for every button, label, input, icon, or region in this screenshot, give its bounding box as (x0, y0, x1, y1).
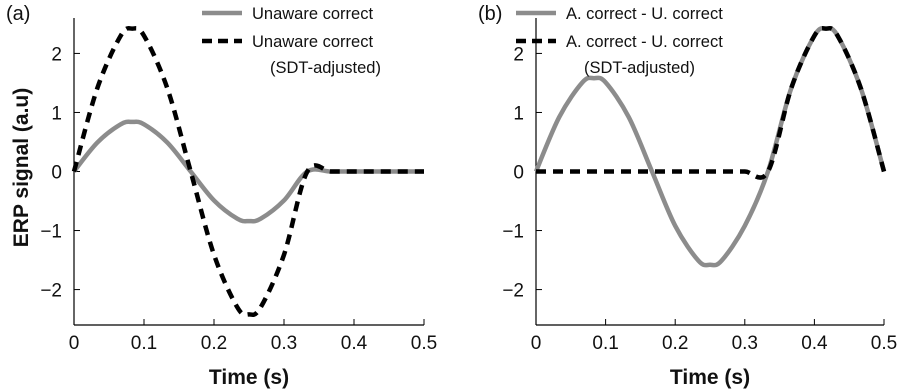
y-tick-label: 1 (513, 103, 524, 124)
legend-label: A. correct - U. correct (566, 5, 723, 23)
legend-label: A. correct - U. correct (566, 33, 723, 51)
x-tick-label: 0.1 (592, 333, 618, 354)
y-axis-title: ERP signal (a.u) (10, 88, 33, 247)
y-tick-label: 2 (51, 44, 62, 65)
legend: A. correct - U. correct A. correct - U. c… (516, 5, 723, 77)
y-tick-label: 0 (51, 163, 62, 184)
panel-label: (a) (6, 3, 30, 25)
y-tick-label: −1 (40, 222, 62, 243)
x-tick-label: 0 (69, 333, 80, 354)
x-tick-label: 0.4 (801, 333, 828, 354)
y-tick-label: 2 (513, 44, 524, 65)
panel-b: 0 0.1 0.2 0.3 0.4 0.5 −2 −1 0 1 2 Time (s) (b) A. cor… (478, 3, 897, 389)
x-axis-title: Time (s) (670, 366, 750, 389)
legend-label: Unaware correct (252, 5, 373, 23)
legend-label: (SDT-adjusted) (270, 59, 381, 77)
x-tick-label: 0.1 (131, 333, 157, 354)
legend: Unaware correct Unaware correct (SDT-adjus… (202, 5, 381, 77)
panel-a: 0 0.1 0.2 0.3 0.4 0.5 −2 −1 0 1 2 Time (s) ERP signa… (6, 3, 437, 389)
legend-label: (SDT-adjusted) (584, 59, 695, 77)
y-tick-label: −2 (40, 281, 62, 302)
x-tick-label: 0 (531, 333, 542, 354)
x-axis-title: Time (s) (209, 366, 289, 389)
series-line-dashed (536, 26, 887, 180)
x-tick-label: 0.2 (662, 333, 688, 354)
panel-label: (b) (478, 3, 502, 25)
x-tick-label: 0.5 (871, 333, 897, 354)
series-line-dashed (71, 26, 424, 317)
x-tick-label: 0.4 (341, 333, 368, 354)
legend-label: Unaware correct (252, 33, 373, 51)
y-tick-label: 0 (513, 163, 524, 184)
x-tick-label: 0.2 (201, 333, 227, 354)
y-tick-label: 1 (51, 103, 62, 124)
y-tick-label: −1 (502, 222, 524, 243)
x-tick-label: 0.5 (411, 333, 437, 354)
x-tick-label: 0.3 (271, 333, 297, 354)
y-tick-label: −2 (502, 281, 524, 302)
x-tick-label: 0.3 (732, 333, 758, 354)
